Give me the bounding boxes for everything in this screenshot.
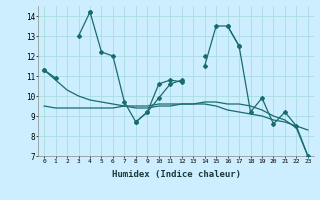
X-axis label: Humidex (Indice chaleur): Humidex (Indice chaleur): [111, 170, 241, 179]
